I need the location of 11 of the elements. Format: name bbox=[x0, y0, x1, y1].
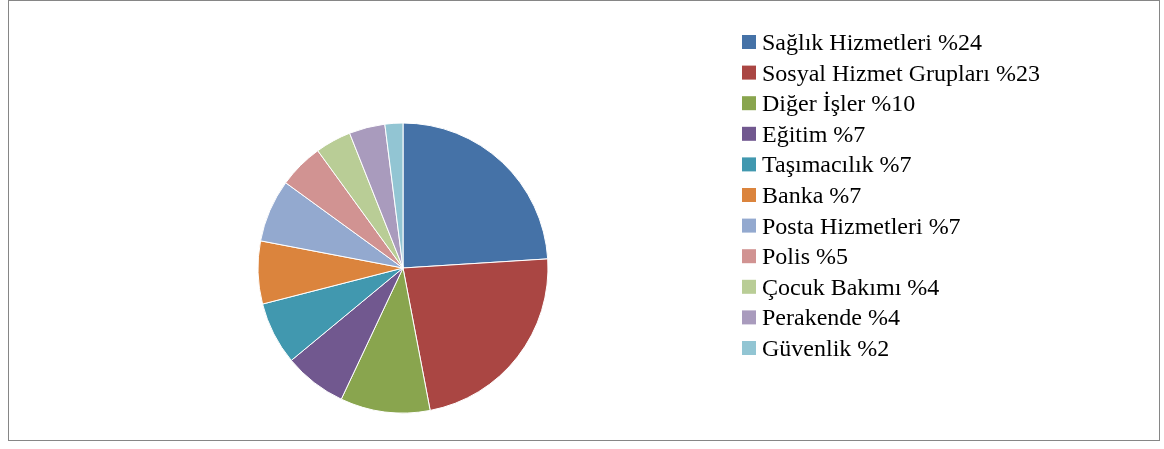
legend-label: Polis %5 bbox=[762, 243, 849, 270]
legend-label: Banka %7 bbox=[762, 182, 862, 208]
legend-label: Eğitim %7 bbox=[762, 120, 866, 147]
legend-label: Sosyal Hizmet Grupları %23 bbox=[762, 59, 1040, 86]
legend-label: Güvenlik %2 bbox=[762, 335, 890, 361]
legend-label: Diğer İşler %10 bbox=[762, 90, 916, 117]
legend-label: Perakende %4 bbox=[762, 304, 900, 331]
legend-label: Taşımacılık %7 bbox=[762, 151, 912, 178]
legend-label: Posta Hizmetleri %7 bbox=[762, 212, 961, 239]
legend-label: Çocuk Bakımı %4 bbox=[762, 273, 940, 300]
legend-label: Sağlık Hizmetleri %24 bbox=[762, 29, 982, 55]
